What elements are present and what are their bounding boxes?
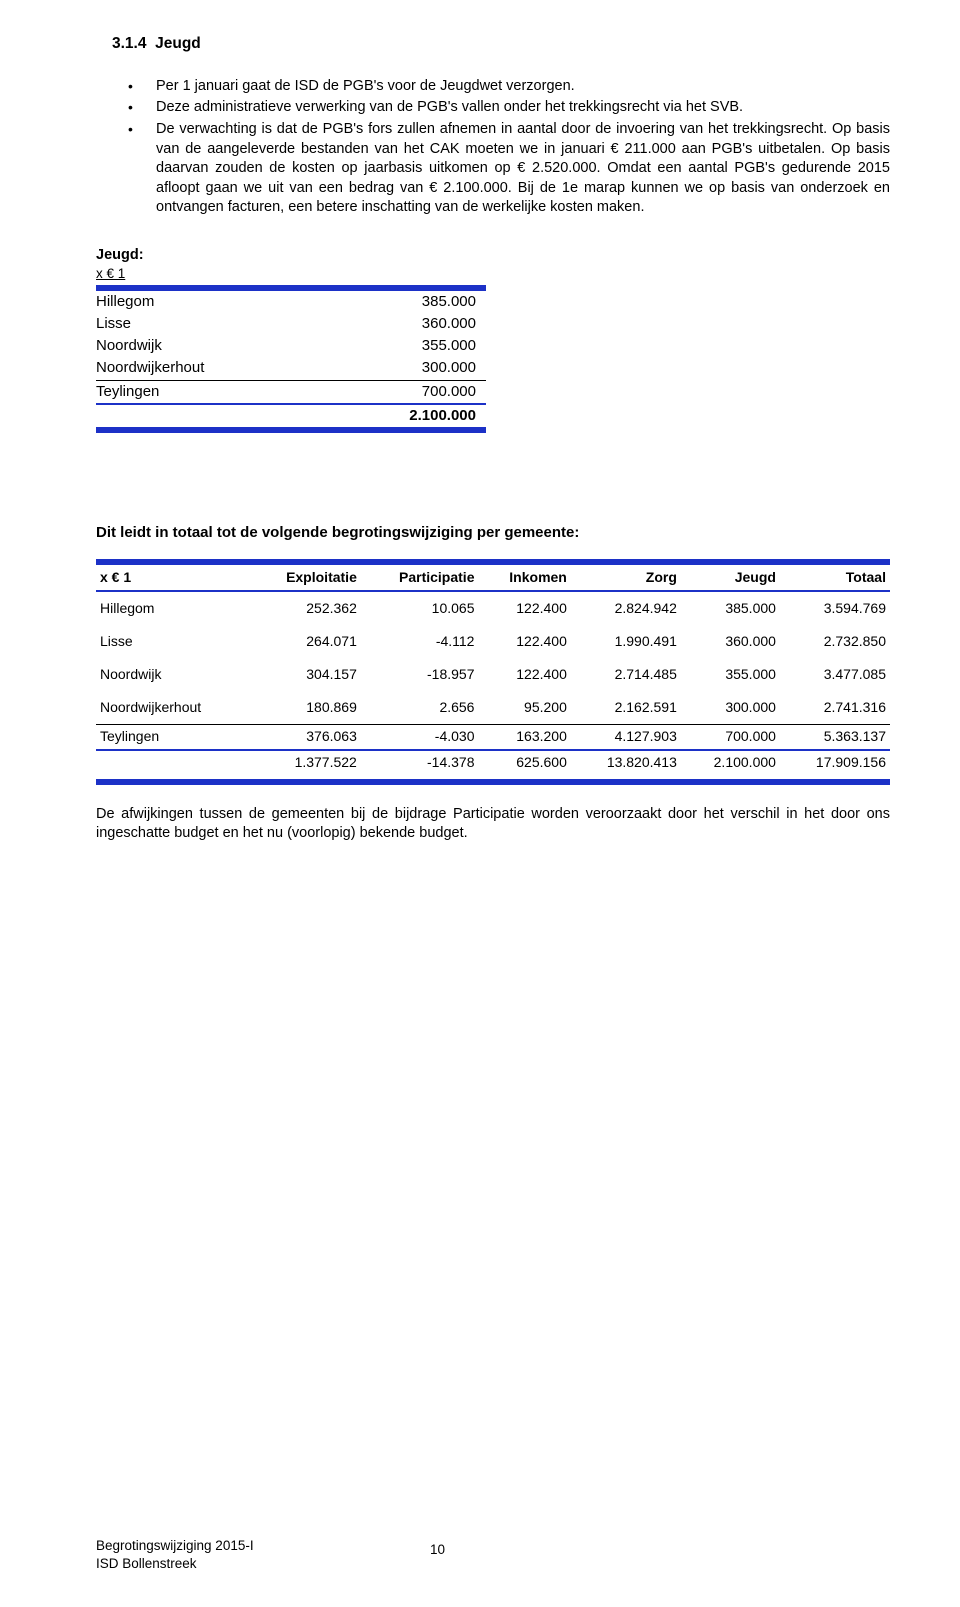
cell: 300.000 [681,691,780,724]
bullet-item: Deze administratieve verwerking van de P… [128,98,890,118]
cell: -4.030 [361,725,479,749]
cell: 304.157 [250,658,361,691]
table-row: Teylingen700.000 [96,381,486,403]
cell: 2.732.850 [780,625,890,658]
col-header: Totaal [780,565,890,590]
table-row: Teylingen 376.063 -4.030 163.200 4.127.9… [96,725,890,749]
cell: -18.957 [361,658,479,691]
row-name: Noordwijk [96,658,250,691]
table-total-row: 2.100.000 [96,405,486,427]
table-row: Noordwijk 304.157 -18.957 122.400 2.714.… [96,658,890,691]
cell: 5.363.137 [780,725,890,749]
row-name: Noordwijkerhout [96,691,250,724]
row-name: Lisse [96,625,250,658]
cell: 4.127.903 [571,725,681,749]
table-header-row: x € 1 Exploitatie Participatie Inkomen Z… [96,565,890,590]
jeugd-unit-label: x € 1 [96,265,890,283]
cell: 2.741.316 [780,691,890,724]
total-cell: 2.100.000 [681,751,780,779]
row-name: Noordwijkerhout [96,357,336,379]
col-header: Zorg [571,565,681,590]
page-footer: Begrotingswijziging 2015-I ISD Bollenstr… [96,1537,890,1573]
cell: 10.065 [361,592,479,625]
bullet-item: De verwachting is dat de PGB's fors zull… [128,120,890,218]
table-row: Noordwijk355.000 [96,335,486,357]
table-row: Noordwijkerhout300.000 [96,357,486,379]
cell: 376.063 [250,725,361,749]
jeugd-heading: Jeugd: [96,246,890,266]
cell: 3.477.085 [780,658,890,691]
cell: 2.714.485 [571,658,681,691]
table-total-row: 1.377.522 -14.378 625.600 13.820.413 2.1… [96,751,890,779]
cell: 264.071 [250,625,361,658]
table-bar [96,427,486,433]
bullet-list: Per 1 januari gaat de ISD de PGB's voor … [96,77,890,218]
cell: 122.400 [478,658,570,691]
col-header: Participatie [361,565,479,590]
table-row: Noordwijkerhout 180.869 2.656 95.200 2.1… [96,691,890,724]
footer-line2: ISD Bollenstreek [96,1555,890,1573]
total-cell: -14.378 [361,751,479,779]
cell: 122.400 [478,625,570,658]
row-value: 355.000 [336,335,486,357]
gemeente-table: x € 1 Exploitatie Participatie Inkomen Z… [96,559,890,784]
cell: 700.000 [681,725,780,749]
page: 3.1.4 Jeugd Per 1 januari gaat de ISD de… [0,0,960,1607]
row-value: 360.000 [336,313,486,335]
row-value: 385.000 [336,291,486,313]
cell: 180.869 [250,691,361,724]
section-number: 3.1.4 [112,35,146,52]
col-header: Exploitatie [250,565,361,590]
cell: 252.362 [250,592,361,625]
footer-line1: Begrotingswijziging 2015-I [96,1537,890,1555]
cell: -4.112 [361,625,479,658]
table-row: Hillegom385.000 [96,291,486,313]
big-table-intro: Dit leidt in totaal tot de volgende begr… [96,523,890,543]
cell: 3.594.769 [780,592,890,625]
row-value: 700.000 [336,381,486,403]
cell: 122.400 [478,592,570,625]
total-cell: 17.909.156 [780,751,890,779]
total-cell: 625.600 [478,751,570,779]
row-name: Teylingen [96,381,336,403]
section-heading: 3.1.4 Jeugd [112,34,890,55]
section-title: Jeugd [155,35,201,52]
total-cell: 1.377.522 [250,751,361,779]
table-bar [96,779,890,785]
page-number: 10 [430,1541,445,1559]
cell: 2.656 [361,691,479,724]
total-value: 2.100.000 [336,405,486,427]
jeugd-table: Hillegom385.000 Lisse360.000 Noordwijk35… [96,285,486,434]
cell: 360.000 [681,625,780,658]
row-name: Hillegom [96,291,336,313]
col-header: Inkomen [478,565,570,590]
cell: 1.990.491 [571,625,681,658]
col-header: Jeugd [681,565,780,590]
cell: 385.000 [681,592,780,625]
cell: 95.200 [478,691,570,724]
row-name: Teylingen [96,725,250,749]
closing-paragraph: De afwijkingen tussen de gemeenten bij d… [96,805,890,844]
cell: 355.000 [681,658,780,691]
row-name: Lisse [96,313,336,335]
row-name: Hillegom [96,592,250,625]
table-row: Lisse 264.071 -4.112 122.400 1.990.491 3… [96,625,890,658]
row-name: Noordwijk [96,335,336,357]
table-row: Hillegom 252.362 10.065 122.400 2.824.94… [96,592,890,625]
cell: 2.824.942 [571,592,681,625]
cell: 2.162.591 [571,691,681,724]
bullet-item: Per 1 januari gaat de ISD de PGB's voor … [128,77,890,97]
table-row: Lisse360.000 [96,313,486,335]
total-cell: 13.820.413 [571,751,681,779]
cell: 163.200 [478,725,570,749]
row-value: 300.000 [336,357,486,379]
col-unit: x € 1 [96,565,250,590]
